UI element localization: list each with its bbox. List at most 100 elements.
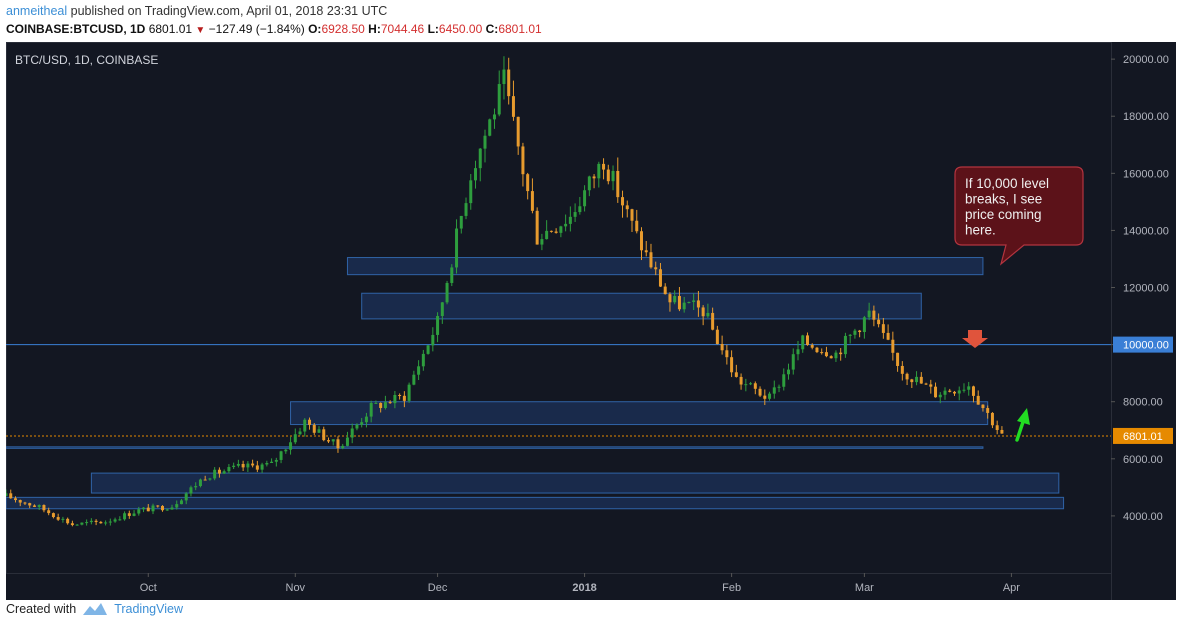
- candle-body[interactable]: [583, 190, 587, 207]
- candle-body[interactable]: [374, 402, 378, 404]
- candle-body[interactable]: [981, 404, 985, 409]
- candle-body[interactable]: [782, 374, 786, 387]
- candle-body[interactable]: [317, 429, 321, 433]
- candle-body[interactable]: [957, 390, 961, 394]
- candle-body[interactable]: [853, 330, 857, 335]
- candle-body[interactable]: [455, 228, 459, 268]
- candle-body[interactable]: [621, 197, 625, 206]
- support-resistance-zone[interactable]: [6, 496, 1065, 510]
- support-resistance-zone[interactable]: [6, 446, 984, 449]
- candle-body[interactable]: [89, 520, 93, 523]
- candle-body[interactable]: [459, 215, 463, 229]
- candle-body[interactable]: [858, 330, 862, 333]
- candle-body[interactable]: [616, 170, 620, 198]
- candle-body[interactable]: [56, 517, 60, 520]
- candle-body[interactable]: [777, 386, 781, 388]
- candle-body[interactable]: [711, 312, 715, 330]
- candle-body[interactable]: [9, 493, 13, 499]
- chart-container[interactable]: 4000.00 6000.00 8000.00 10000.00 12000.00 140…: [6, 42, 1176, 600]
- candle-body[interactable]: [611, 170, 615, 182]
- candle-body[interactable]: [725, 350, 729, 358]
- candle-body[interactable]: [104, 522, 108, 524]
- candle-body[interactable]: [426, 345, 430, 354]
- candle-body[interactable]: [625, 205, 629, 210]
- candle-body[interactable]: [796, 349, 800, 355]
- candle-body[interactable]: [734, 372, 738, 377]
- candle-body[interactable]: [706, 312, 710, 317]
- candle-body[interactable]: [265, 463, 269, 465]
- candle-body[interactable]: [417, 366, 421, 375]
- candle-body[interactable]: [687, 301, 691, 303]
- candle-body[interactable]: [848, 334, 852, 336]
- candle-body[interactable]: [492, 114, 496, 120]
- candle-body[interactable]: [630, 209, 634, 221]
- candle-body[interactable]: [165, 509, 169, 511]
- tradingview-link[interactable]: TradingView: [114, 602, 183, 616]
- candle-body[interactable]: [877, 319, 881, 325]
- candle-body[interactable]: [331, 439, 335, 442]
- candle-body[interactable]: [938, 394, 942, 398]
- candle-body[interactable]: [175, 504, 179, 508]
- candle-body[interactable]: [360, 422, 364, 425]
- candle-body[interactable]: [677, 296, 681, 310]
- candle-body[interactable]: [526, 174, 530, 192]
- candle-body[interactable]: [308, 419, 312, 425]
- candle-body[interactable]: [530, 191, 534, 211]
- candle-body[interactable]: [744, 384, 748, 386]
- candle-body[interactable]: [18, 500, 22, 503]
- candle-body[interactable]: [483, 135, 487, 149]
- candle-body[interactable]: [592, 176, 596, 179]
- candle-body[interactable]: [696, 300, 700, 308]
- candle-body[interactable]: [663, 286, 667, 295]
- candle-body[interactable]: [635, 220, 639, 232]
- candle-body[interactable]: [1000, 429, 1004, 434]
- candle-body[interactable]: [469, 180, 473, 204]
- candle-body[interactable]: [345, 437, 349, 446]
- candle-body[interactable]: [597, 163, 601, 179]
- candle-body[interactable]: [412, 374, 416, 385]
- candle-body[interactable]: [298, 431, 302, 435]
- price-chart[interactable]: 4000.00 6000.00 8000.00 10000.00 12000.00 140…: [6, 42, 1176, 600]
- candle-body[interactable]: [108, 521, 112, 523]
- candle-body[interactable]: [568, 216, 572, 224]
- candle-body[interactable]: [606, 169, 610, 182]
- candle-body[interactable]: [644, 250, 648, 253]
- candle-body[interactable]: [986, 408, 990, 413]
- candle-body[interactable]: [184, 493, 188, 501]
- candle-body[interactable]: [507, 69, 511, 97]
- candle-body[interactable]: [336, 439, 340, 449]
- candle-body[interactable]: [924, 383, 928, 385]
- candle-body[interactable]: [990, 412, 994, 426]
- candle-body[interactable]: [270, 461, 274, 464]
- candle-body[interactable]: [791, 354, 795, 370]
- candle-body[interactable]: [326, 440, 330, 442]
- candle-body[interactable]: [113, 519, 117, 522]
- candle-body[interactable]: [891, 339, 895, 353]
- candle-body[interactable]: [573, 212, 577, 217]
- candle-body[interactable]: [478, 148, 482, 169]
- candle-body[interactable]: [952, 391, 956, 394]
- candle-body[interactable]: [393, 394, 397, 404]
- candle-body[interactable]: [772, 387, 776, 394]
- candle-body[interactable]: [421, 353, 425, 367]
- candle-body[interactable]: [824, 352, 828, 357]
- candle-body[interactable]: [118, 519, 122, 521]
- candle-body[interactable]: [720, 344, 724, 351]
- candle-body[interactable]: [834, 352, 838, 359]
- candle-body[interactable]: [910, 379, 914, 383]
- candle-body[interactable]: [75, 524, 79, 526]
- candle-body[interactable]: [971, 386, 975, 396]
- candle-body[interactable]: [474, 168, 478, 181]
- candle-body[interactable]: [654, 267, 658, 270]
- candle-body[interactable]: [516, 116, 520, 147]
- support-resistance-zone[interactable]: [361, 292, 922, 320]
- candle-body[interactable]: [279, 451, 283, 460]
- candle-body[interactable]: [502, 69, 506, 85]
- candle-body[interactable]: [976, 395, 980, 405]
- candle-body[interactable]: [99, 521, 103, 524]
- candle-body[interactable]: [255, 465, 259, 470]
- candle-body[interactable]: [142, 507, 146, 510]
- candle-body[interactable]: [839, 352, 843, 355]
- candle-body[interactable]: [232, 465, 236, 468]
- candle-body[interactable]: [943, 390, 947, 395]
